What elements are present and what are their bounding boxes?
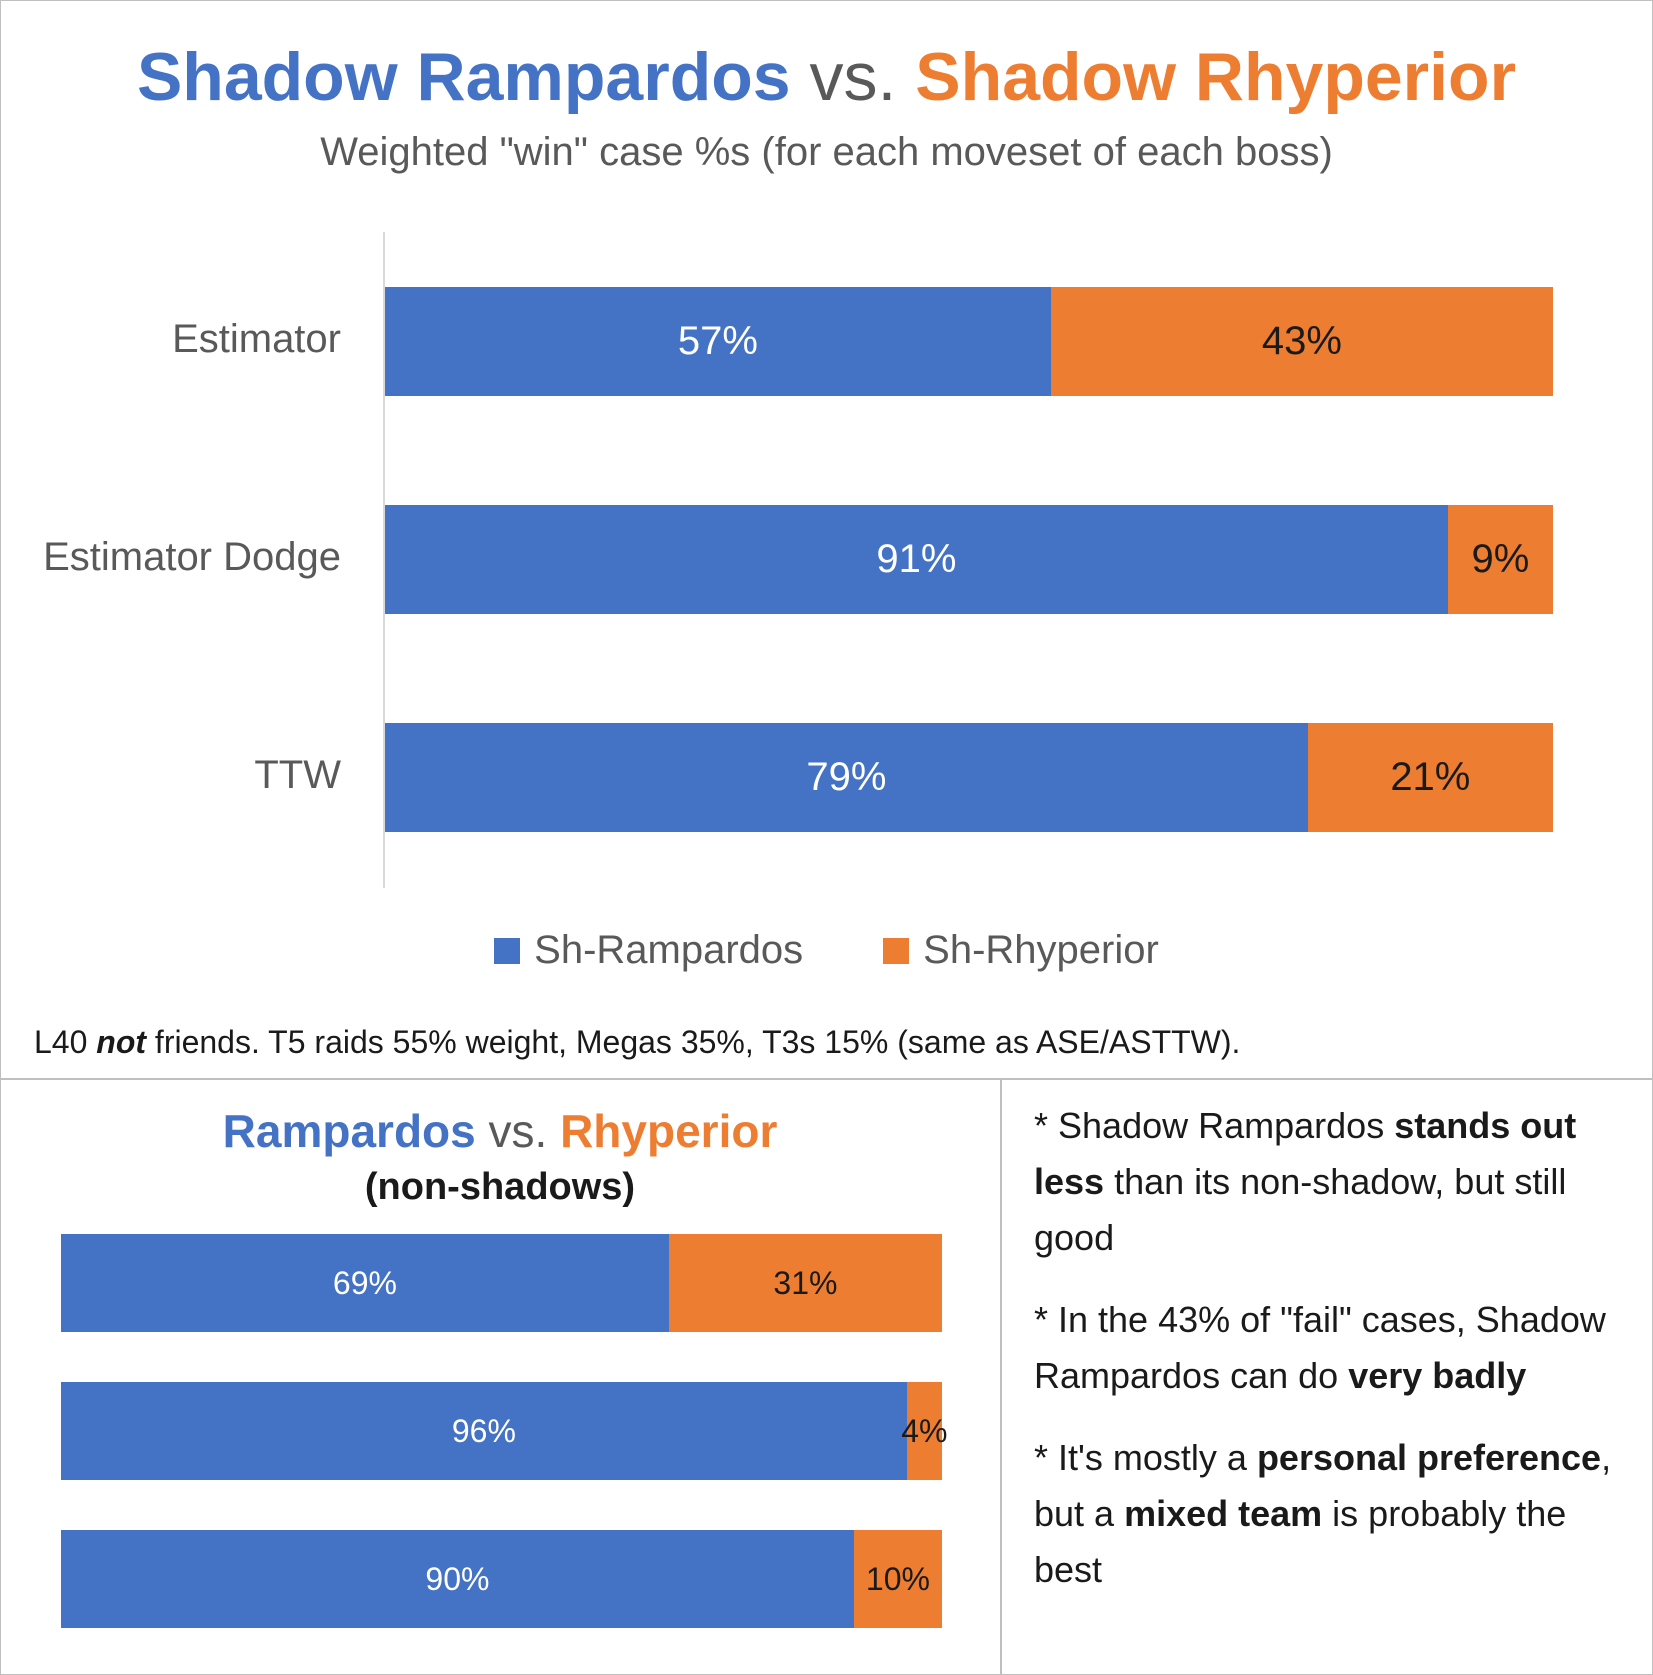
sub-bar-segment-rampardos: 90%: [61, 1530, 854, 1628]
note-text: than its non-shadow, but still good: [1034, 1161, 1567, 1258]
data-label: 43%: [1261, 319, 1342, 363]
sub-chart-title: Rampardos vs. Rhyperior: [0, 1104, 1000, 1158]
sub-bar-segment-rhyperior: 31%: [668, 1234, 942, 1332]
sub-data-label: 10%: [865, 1560, 930, 1597]
bar-segment-sh-rampardos: 91%: [385, 505, 1448, 614]
sub-data-label: 90%: [425, 1560, 490, 1597]
chart-subtitle: Weighted "win" case %s (for each moveset…: [320, 130, 1333, 174]
sub-data-label: 96%: [451, 1412, 516, 1449]
title-part-rhyperior: Shadow Rhyperior: [915, 39, 1517, 115]
legend-swatch-orange: [883, 937, 910, 964]
section-divider-horizontal: [0, 1078, 1653, 1080]
note-text: * Shadow Rampardos: [1034, 1105, 1395, 1146]
category-label: TTW: [254, 752, 341, 797]
sub-bar-segment-rampardos: 69%: [61, 1234, 669, 1332]
footnote: L40 not friends. T5 raids 55% weight, Me…: [34, 1024, 1240, 1061]
sub-bar-segment-rhyperior: 10%: [853, 1530, 942, 1628]
note-item: * It's mostly a personal preference, but…: [1034, 1430, 1634, 1598]
bar-segment-sh-rampardos: 79%: [385, 723, 1308, 832]
sub-chart-subtitle: (non-shadows): [364, 1166, 636, 1208]
footnote-post: friends. T5 raids 55% weight, Megas 35%,…: [146, 1024, 1241, 1060]
sub-data-label: 31%: [773, 1264, 838, 1301]
data-label: 79%: [806, 755, 887, 799]
note-emphasis: mixed team: [1124, 1493, 1323, 1534]
section-divider-vertical: [1000, 1078, 1002, 1675]
bar-segment-sh-rampardos: 57%: [385, 287, 1051, 396]
legend: Sh-Rampardos Sh-Rhyperior: [0, 928, 1653, 973]
note-emphasis: personal preference: [1256, 1437, 1602, 1478]
bar-segment-sh-rhyperior: 21%: [1307, 723, 1553, 832]
chart-title: Shadow Rampardos vs. Shadow Rhyperior: [0, 38, 1653, 116]
bar-segment-sh-rhyperior: 43%: [1050, 287, 1553, 396]
note-item: * Shadow Rampardos stands out less than …: [1034, 1098, 1634, 1266]
sub-data-label: 69%: [332, 1264, 397, 1301]
data-label: 91%: [876, 537, 957, 581]
title-vs: vs.: [790, 39, 916, 115]
legend-swatch-blue: [494, 937, 521, 964]
footnote-pre: L40: [34, 1024, 97, 1060]
legend-label-sh-rampardos: Sh-Rampardos: [534, 928, 804, 972]
note-text: is probably the best: [1034, 1493, 1567, 1590]
note-text: , but a: [1034, 1437, 1612, 1534]
sub-bar-segment-rampardos: 96%: [61, 1382, 907, 1480]
category-label: Estimator Dodge: [43, 534, 341, 579]
category-axis-line: [383, 232, 385, 888]
legend-item-sh-rhyperior: Sh-Rhyperior: [883, 928, 1159, 973]
category-label: Estimator: [172, 316, 341, 361]
sub-data-label: 4%: [901, 1412, 948, 1449]
sub-title-rampardos: Rampardos: [222, 1105, 476, 1157]
note-emphasis: very badly: [1348, 1355, 1527, 1396]
data-label: 9%: [1471, 537, 1530, 581]
legend-item-sh-rampardos: Sh-Rampardos: [494, 928, 803, 973]
data-label: 21%: [1390, 755, 1471, 799]
note-item: * In the 43% of "fail" cases, Shadow Ram…: [1034, 1292, 1634, 1404]
sub-title-vs: vs.: [475, 1105, 561, 1157]
note-emphasis: stands out less: [1034, 1105, 1577, 1202]
footnote-emphasis: not: [96, 1024, 147, 1060]
legend-label-sh-rhyperior: Sh-Rhyperior: [923, 928, 1159, 972]
data-label: 57%: [677, 319, 758, 363]
note-text: * It's mostly a: [1034, 1437, 1257, 1478]
title-part-rampardos: Shadow Rampardos: [136, 39, 791, 115]
notes-panel: * Shadow Rampardos stands out less than …: [1034, 1098, 1634, 1624]
bar-segment-sh-rhyperior: 9%: [1447, 505, 1553, 614]
sub-title-rhyperior: Rhyperior: [560, 1105, 778, 1157]
note-text: * In the 43% of "fail" cases, Shadow Ram…: [1034, 1299, 1606, 1396]
sub-bar-segment-rhyperior: 4%: [901, 1382, 948, 1480]
